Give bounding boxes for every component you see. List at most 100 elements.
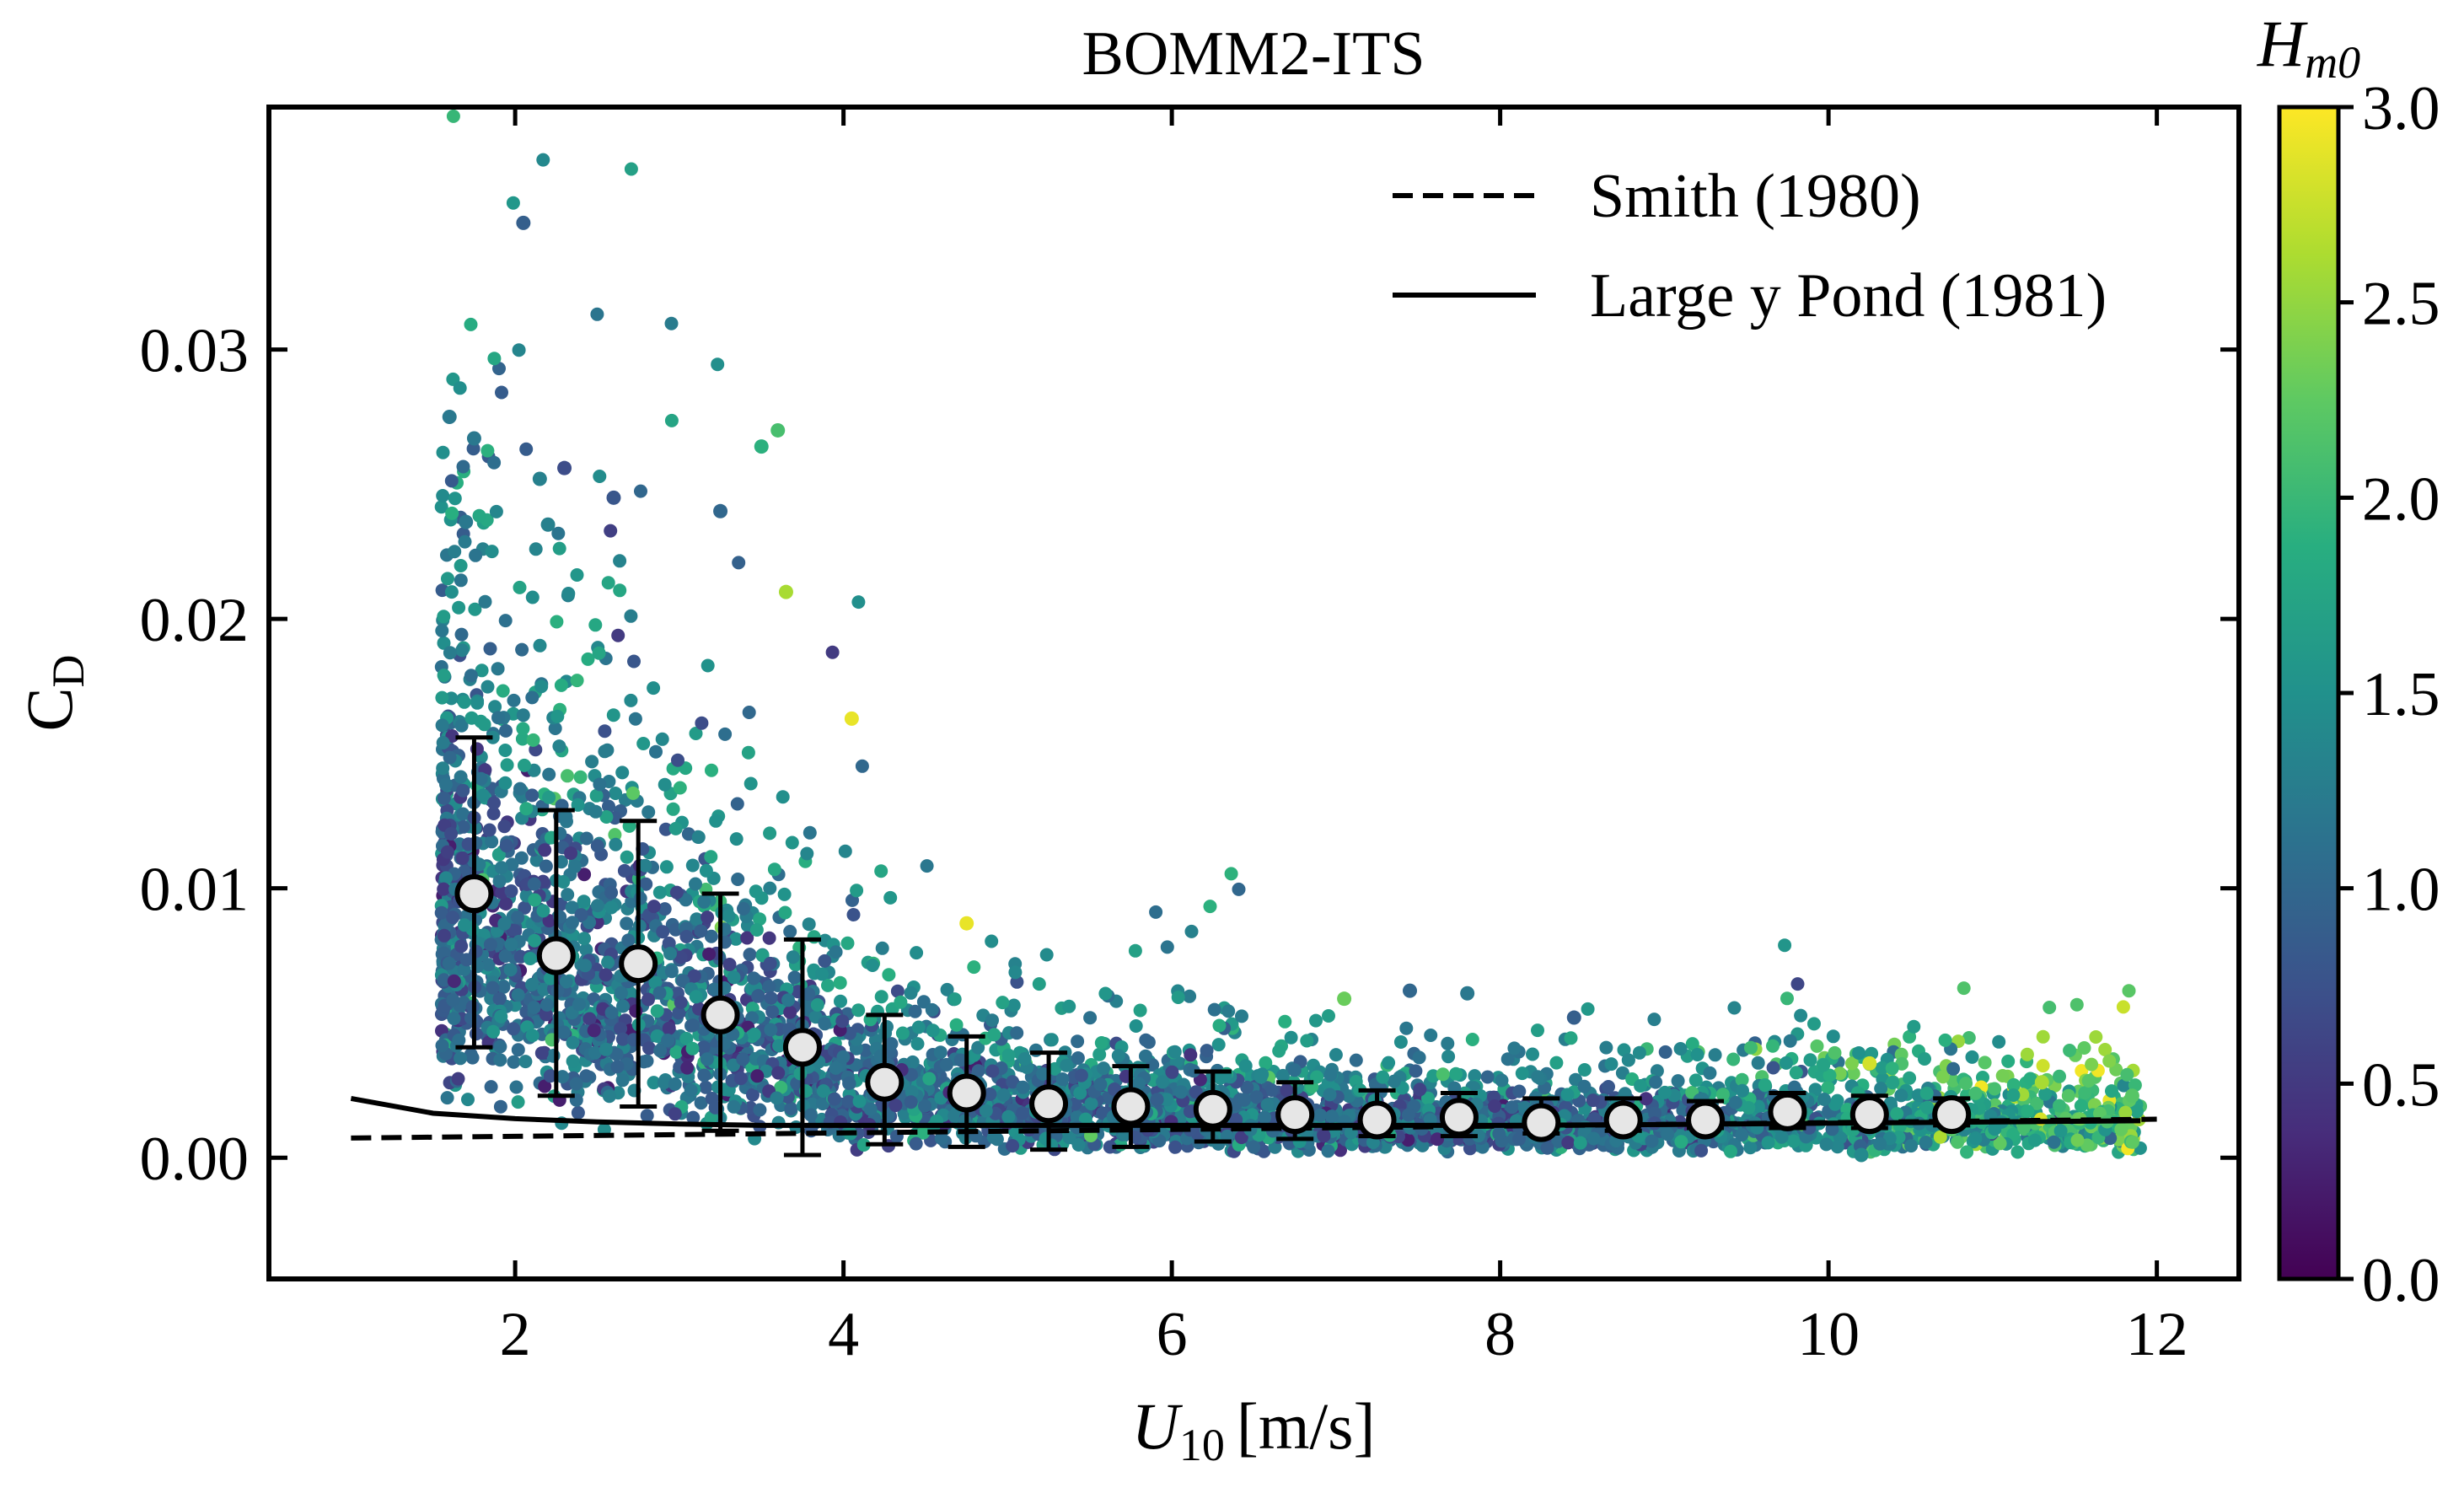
scatter-point bbox=[519, 802, 534, 816]
scatter-point bbox=[1044, 1033, 1059, 1047]
scatter-point bbox=[494, 861, 508, 875]
scatter-point bbox=[835, 1014, 850, 1029]
scatter-point bbox=[1647, 1013, 1661, 1027]
scatter-point bbox=[503, 963, 518, 977]
scatter-point bbox=[1648, 1106, 1662, 1120]
scatter-point bbox=[718, 727, 733, 741]
scatter-point bbox=[1055, 1072, 1070, 1086]
scatter-point bbox=[2081, 1074, 2096, 1088]
scatter-point bbox=[1715, 1088, 1730, 1102]
x-axis-label-main: U bbox=[1132, 1389, 1184, 1463]
axis-ticks: 2 4 6 8 10 12 0.00 0.01 0.02 0.03 bbox=[140, 107, 2239, 1369]
scatter-point bbox=[497, 819, 512, 834]
scatter-point bbox=[538, 843, 552, 857]
scatter-point bbox=[480, 443, 495, 458]
scatter-point bbox=[1890, 1107, 1904, 1121]
colorbar-tick-label: 2.5 bbox=[2362, 270, 2440, 339]
scatter-point bbox=[2069, 997, 2084, 1012]
scatter-point bbox=[1632, 1045, 1646, 1060]
binned-mean-marker bbox=[1029, 1084, 1069, 1124]
scatter-point bbox=[507, 1022, 521, 1036]
scatter-point bbox=[573, 770, 588, 784]
scatter-point bbox=[1168, 1045, 1182, 1059]
scatter-point bbox=[905, 1085, 919, 1099]
scatter-point bbox=[516, 215, 531, 230]
scatter-point bbox=[650, 1029, 664, 1043]
scatter-point bbox=[516, 708, 530, 723]
scatter-point bbox=[1874, 1082, 1888, 1096]
scatter-point bbox=[1131, 1077, 1146, 1091]
scatter-point bbox=[602, 799, 615, 814]
scatter-point bbox=[552, 541, 566, 556]
scatter-point bbox=[910, 1037, 925, 1051]
scatter-point bbox=[750, 1069, 765, 1083]
scatter-point bbox=[1830, 1140, 1844, 1154]
scatter-point bbox=[2034, 1075, 2049, 1090]
scatter-point bbox=[1062, 1131, 1076, 1145]
scatter-point bbox=[513, 580, 527, 594]
scatter-point bbox=[996, 996, 1010, 1010]
scatter-point bbox=[1919, 1086, 1934, 1100]
scatter-point bbox=[474, 771, 488, 786]
scatter-point bbox=[800, 846, 814, 861]
scatter-point bbox=[616, 999, 630, 1013]
scatter-point bbox=[836, 1050, 851, 1064]
scatter-point bbox=[604, 1006, 619, 1020]
scatter-point bbox=[679, 893, 693, 907]
scatter-point bbox=[1260, 1098, 1275, 1112]
scatter-point bbox=[1468, 1069, 1482, 1083]
scatter-point bbox=[513, 782, 527, 796]
scatter-point bbox=[2125, 1135, 2139, 1149]
scatter-point bbox=[435, 624, 449, 638]
scatter-point bbox=[762, 931, 776, 945]
scatter-point bbox=[852, 1094, 867, 1109]
scatter-point bbox=[606, 490, 621, 505]
scatter-point bbox=[579, 831, 593, 846]
binned-mean-marker bbox=[1275, 1095, 1315, 1135]
scatter-point bbox=[787, 970, 802, 985]
scatter-point bbox=[1735, 1128, 1749, 1142]
scatter-point bbox=[475, 663, 489, 678]
scatter-point bbox=[570, 568, 584, 582]
scatter-point bbox=[1165, 1065, 1179, 1079]
scatter-point bbox=[1599, 1040, 1613, 1055]
scatter-point bbox=[485, 835, 499, 849]
scatter-point bbox=[1674, 1135, 1688, 1149]
scatter-point bbox=[647, 1076, 661, 1090]
scatter-point bbox=[1039, 948, 1054, 962]
scatter-point bbox=[567, 859, 582, 873]
scatter-point bbox=[529, 542, 543, 556]
colorbar-label: Hm0 bbox=[2257, 7, 2360, 88]
scatter-point bbox=[1168, 1140, 1183, 1154]
scatter-point bbox=[934, 1131, 948, 1146]
scatter-point bbox=[2053, 1124, 2068, 1138]
scatter-point bbox=[456, 459, 470, 474]
scatter-point bbox=[561, 888, 575, 902]
binned-mean-marker bbox=[1111, 1087, 1151, 1126]
scatter-point bbox=[569, 1077, 583, 1091]
scatter-point bbox=[1694, 1143, 1709, 1158]
legend: Smith (1980) Large y Pond (1981) bbox=[1393, 162, 2107, 330]
scatter-point bbox=[601, 576, 615, 590]
x-tick-label: 10 bbox=[1797, 1300, 1860, 1369]
scatter-point bbox=[499, 723, 513, 738]
scatter-point bbox=[579, 1069, 593, 1083]
scatter-point bbox=[2006, 1088, 2021, 1102]
scatter-point bbox=[437, 791, 451, 805]
scatter-point bbox=[694, 1096, 708, 1110]
scatter-point bbox=[565, 916, 579, 930]
scatter-point bbox=[604, 885, 619, 900]
scatter-point bbox=[593, 470, 607, 483]
scatter-point bbox=[634, 484, 647, 498]
scatter-point bbox=[491, 711, 505, 725]
scatter-point bbox=[1006, 1075, 1020, 1089]
scatter-point bbox=[653, 1044, 668, 1058]
scatter-point bbox=[447, 1012, 461, 1026]
scatter-point bbox=[483, 642, 497, 656]
colorbar-tick-label: 3.0 bbox=[2362, 74, 2440, 143]
scatter-point bbox=[697, 1068, 711, 1082]
scatter-point bbox=[671, 753, 684, 767]
scatter-point bbox=[1313, 1108, 1328, 1122]
scatter-point bbox=[1322, 1009, 1335, 1023]
scatter-point bbox=[778, 905, 792, 920]
